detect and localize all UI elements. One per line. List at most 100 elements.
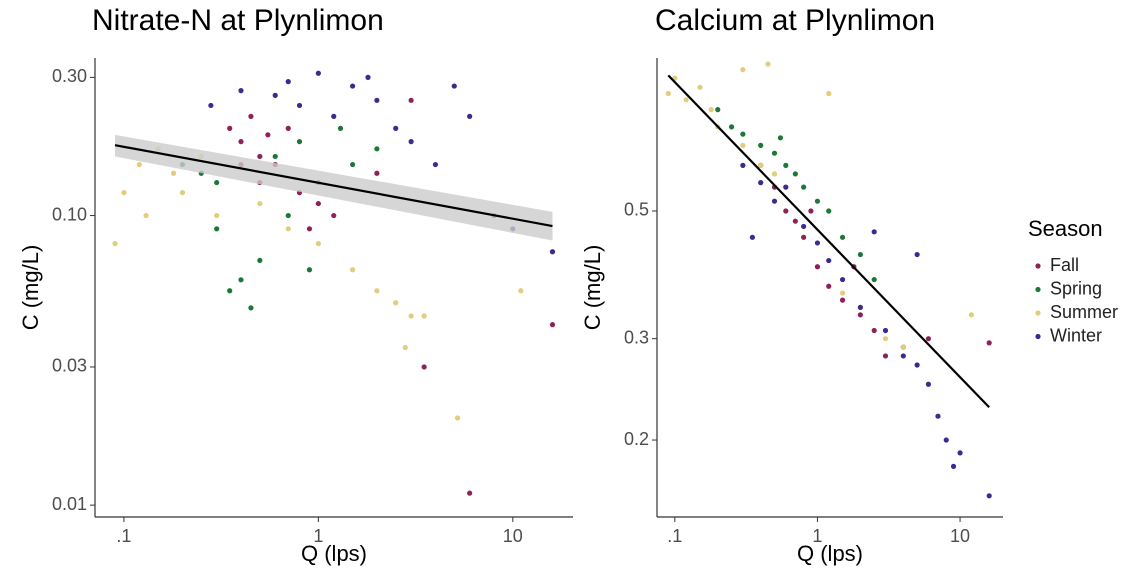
- y-tick-label: 0.10: [52, 204, 87, 224]
- x-tick-label: 1: [313, 526, 323, 546]
- point: [285, 226, 291, 232]
- point: [272, 92, 278, 98]
- point: [857, 312, 863, 318]
- point: [238, 277, 244, 283]
- legend-label: Spring: [1050, 278, 1102, 298]
- point: [758, 142, 764, 148]
- confidence-band: [115, 134, 553, 241]
- point: [421, 364, 427, 370]
- x-tick-label: 1: [812, 526, 822, 546]
- point: [315, 241, 321, 247]
- point: [740, 131, 746, 137]
- point: [170, 170, 177, 176]
- point: [374, 170, 380, 176]
- point: [467, 113, 473, 119]
- point: [783, 208, 789, 214]
- point: [771, 171, 778, 177]
- point: [337, 125, 344, 131]
- point: [801, 234, 807, 240]
- point: [683, 97, 689, 103]
- point: [943, 437, 949, 443]
- point: [857, 304, 863, 310]
- point: [451, 83, 457, 89]
- legend-title: Season: [1028, 216, 1103, 241]
- point: [549, 249, 556, 255]
- legend-marker: [1035, 286, 1041, 293]
- point: [467, 490, 473, 496]
- point: [839, 234, 846, 240]
- point: [826, 283, 832, 289]
- x-tick-label: 10: [503, 526, 523, 546]
- point: [914, 251, 920, 258]
- point: [432, 161, 439, 168]
- point: [749, 234, 756, 240]
- point: [374, 146, 380, 152]
- point: [826, 90, 832, 97]
- point: [740, 67, 746, 73]
- point: [365, 74, 371, 80]
- point: [957, 450, 963, 456]
- fit-line: [667, 74, 990, 409]
- point: [697, 84, 703, 90]
- point: [214, 226, 220, 232]
- point: [808, 208, 814, 214]
- point: [285, 79, 291, 85]
- point: [393, 125, 399, 131]
- point: [408, 313, 414, 319]
- point: [257, 200, 263, 207]
- point: [935, 413, 941, 419]
- point: [296, 139, 303, 145]
- x-tick-label: .1: [116, 526, 131, 546]
- point: [814, 264, 821, 270]
- point: [306, 267, 313, 273]
- x-axis-title: Q (lps): [797, 541, 863, 566]
- y-tick-label: 0.5: [624, 200, 649, 220]
- point: [518, 288, 524, 294]
- point: [374, 288, 380, 294]
- point: [248, 305, 254, 311]
- y-tick-label: 0.3: [624, 327, 649, 347]
- legend-label: Fall: [1050, 255, 1079, 275]
- y-tick-label: 0.01: [52, 494, 87, 514]
- point: [374, 97, 380, 103]
- point: [839, 276, 846, 283]
- point: [758, 162, 764, 168]
- point: [814, 198, 821, 204]
- point: [549, 322, 556, 328]
- point: [826, 257, 832, 264]
- point: [871, 327, 877, 334]
- point: [257, 257, 263, 264]
- point: [783, 162, 789, 168]
- point: [708, 107, 714, 113]
- point: [408, 97, 414, 103]
- point: [402, 344, 408, 351]
- point: [331, 113, 337, 119]
- legend-label: Winter: [1050, 325, 1102, 345]
- point: [792, 218, 798, 224]
- point: [349, 161, 356, 168]
- point: [285, 212, 291, 219]
- point: [454, 415, 461, 421]
- point: [986, 340, 992, 346]
- point: [665, 90, 671, 97]
- x-axis-title: Q (lps): [301, 541, 367, 566]
- point: [728, 124, 735, 130]
- point: [900, 344, 906, 350]
- point: [900, 353, 906, 359]
- point: [801, 223, 807, 230]
- point: [306, 226, 313, 232]
- y-tick-label: 0.03: [52, 356, 87, 376]
- point: [771, 198, 778, 204]
- point: [238, 139, 244, 145]
- point: [421, 313, 427, 319]
- chart-title: Calcium at Plynlimon: [655, 4, 935, 37]
- point: [214, 179, 220, 186]
- x-tick-label: .1: [667, 526, 682, 546]
- point: [814, 240, 821, 246]
- point: [771, 150, 778, 156]
- point: [758, 180, 764, 186]
- point: [315, 70, 321, 76]
- fit-line: [114, 144, 553, 228]
- point: [986, 493, 992, 499]
